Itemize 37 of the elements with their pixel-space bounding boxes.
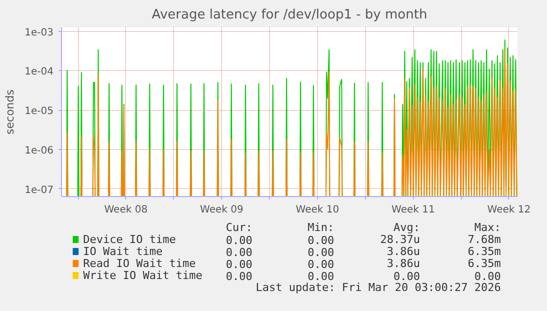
text: 0.00 <box>226 270 252 283</box>
legend-label: Write IO Wait time <box>83 269 202 282</box>
text: 7.68m <box>468 233 502 246</box>
y-tick-label: 1e-05 <box>24 106 54 118</box>
text: Max: <box>474 221 501 234</box>
text: 6.35m <box>468 245 502 258</box>
x-tick-label: Week 11 <box>392 204 435 216</box>
text: 0.00 <box>308 246 334 259</box>
y-tick-label: 1e-07 <box>24 184 54 196</box>
x-tick-label: Week 09 <box>200 204 244 216</box>
text: 0.00 <box>308 270 334 283</box>
legend-label: Device IO time <box>83 233 176 246</box>
y-tick-label: 1e-04 <box>24 66 54 78</box>
text: 0.00 <box>393 270 420 283</box>
text: 0.00 <box>308 234 334 247</box>
text: Min: <box>308 221 334 234</box>
x-tick-label: Week 10 <box>296 204 340 216</box>
text: 0.00 <box>226 246 252 259</box>
y-axis-title: seconds <box>4 89 17 134</box>
text: 6.35m <box>468 257 502 270</box>
legend-label: Read IO Wait time <box>83 257 196 270</box>
legend-label: IO Wait time <box>83 245 163 258</box>
text: 0.00 <box>226 258 252 271</box>
chart-title: Average latency for /dev/loop1 - by month <box>152 8 428 22</box>
text: 3.86u <box>386 257 420 270</box>
y-tick-label: 1e-06 <box>24 145 54 156</box>
x-tick-label: Week 12 <box>487 204 531 216</box>
y-tick-label: 1e-03 <box>24 27 54 38</box>
text: Avg: <box>393 221 420 234</box>
text: 0.00 <box>308 258 334 271</box>
text: 0.00 <box>474 270 501 283</box>
x-tick-label: Week 08 <box>104 204 148 216</box>
text: Cur: <box>226 221 252 234</box>
text: 0.00 <box>226 234 252 247</box>
text: Last update: Fri Mar 20 03:00:27 2026 <box>256 281 501 294</box>
text: 3.86u <box>386 245 420 258</box>
text: 28.37u <box>380 233 420 246</box>
